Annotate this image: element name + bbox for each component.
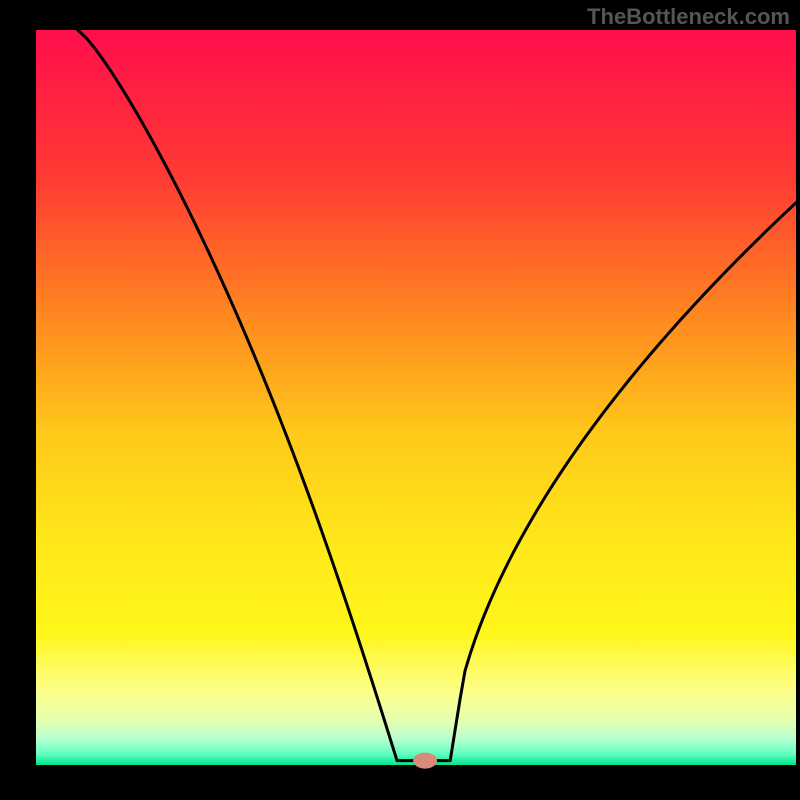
watermark-text: TheBottleneck.com: [587, 4, 790, 30]
plot-gradient-area: [36, 30, 796, 765]
optimal-point-marker: [413, 753, 437, 769]
bottleneck-chart: [0, 0, 800, 800]
